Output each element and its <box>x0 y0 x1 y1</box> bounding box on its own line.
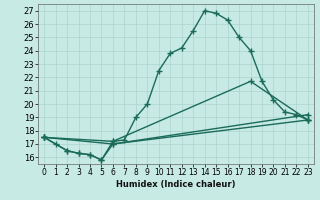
X-axis label: Humidex (Indice chaleur): Humidex (Indice chaleur) <box>116 180 236 189</box>
